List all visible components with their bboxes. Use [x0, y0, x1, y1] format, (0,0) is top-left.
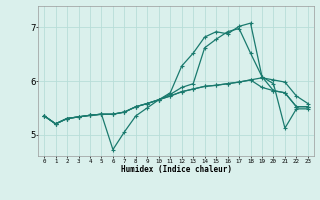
X-axis label: Humidex (Indice chaleur): Humidex (Indice chaleur)	[121, 165, 231, 174]
